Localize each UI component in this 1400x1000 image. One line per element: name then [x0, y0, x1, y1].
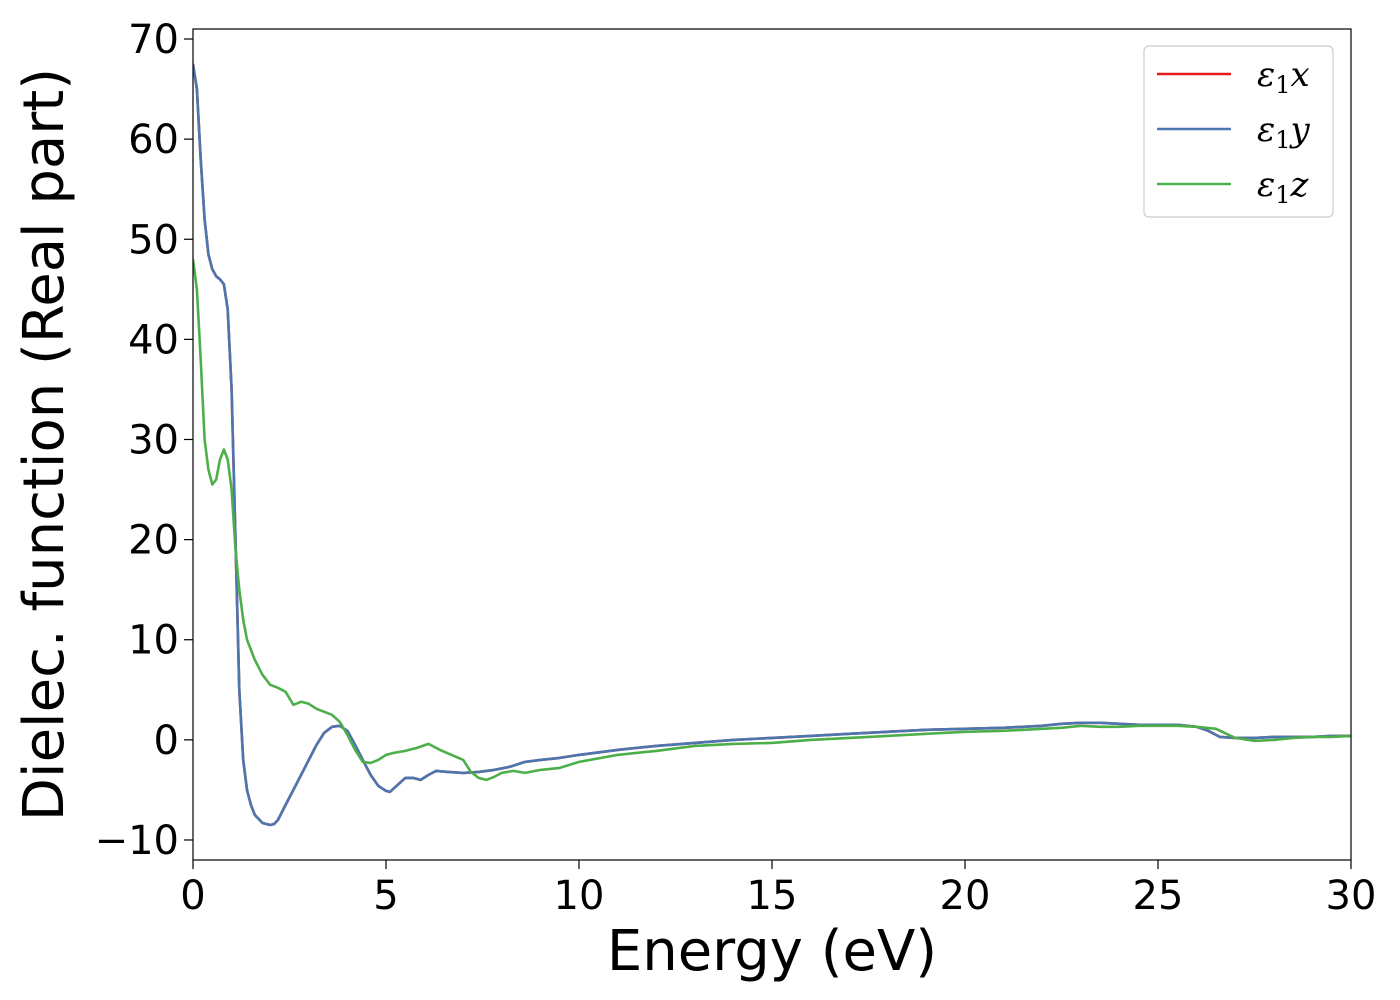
series-line-z [193, 259, 1351, 782]
legend-label-z: ε1z [1257, 165, 1310, 209]
y-tick-label: −10 [95, 818, 179, 864]
x-axis: 0 5 10 15 20 25 30 [180, 860, 1376, 919]
x-tick-label: 20 [940, 873, 991, 919]
x-axis-title: Energy (eV) [607, 919, 937, 984]
x-tick-label: 25 [1133, 873, 1184, 919]
y-tick-label: 20 [128, 518, 179, 564]
legend: ε1x ε1y ε1z [1143, 45, 1334, 218]
y-tick-label: 10 [128, 618, 179, 664]
y-axis: −10 0 10 20 30 40 50 60 70 [95, 17, 193, 864]
x-tick-label: 5 [373, 873, 398, 919]
y-tick-label: 50 [128, 217, 179, 263]
y-tick-label: 60 [128, 117, 179, 163]
x-tick-label: 15 [747, 873, 798, 919]
y-tick-label: 30 [128, 417, 179, 463]
legend-label-x: ε1x [1257, 55, 1310, 99]
x-tick-label: 0 [180, 873, 205, 919]
series-line-y [193, 63, 1351, 827]
legend-box [1143, 45, 1334, 218]
series-layer [193, 63, 1351, 827]
y-axis-title: Dielec. function (Real part) [12, 68, 77, 821]
y-tick-label: 70 [128, 17, 179, 63]
x-tick-label: 10 [554, 873, 605, 919]
y-tick-label: 40 [128, 317, 179, 363]
y-tick-label: 0 [154, 718, 179, 764]
legend-label-y: ε1y [1257, 110, 1311, 154]
x-tick-label: 30 [1326, 873, 1377, 919]
